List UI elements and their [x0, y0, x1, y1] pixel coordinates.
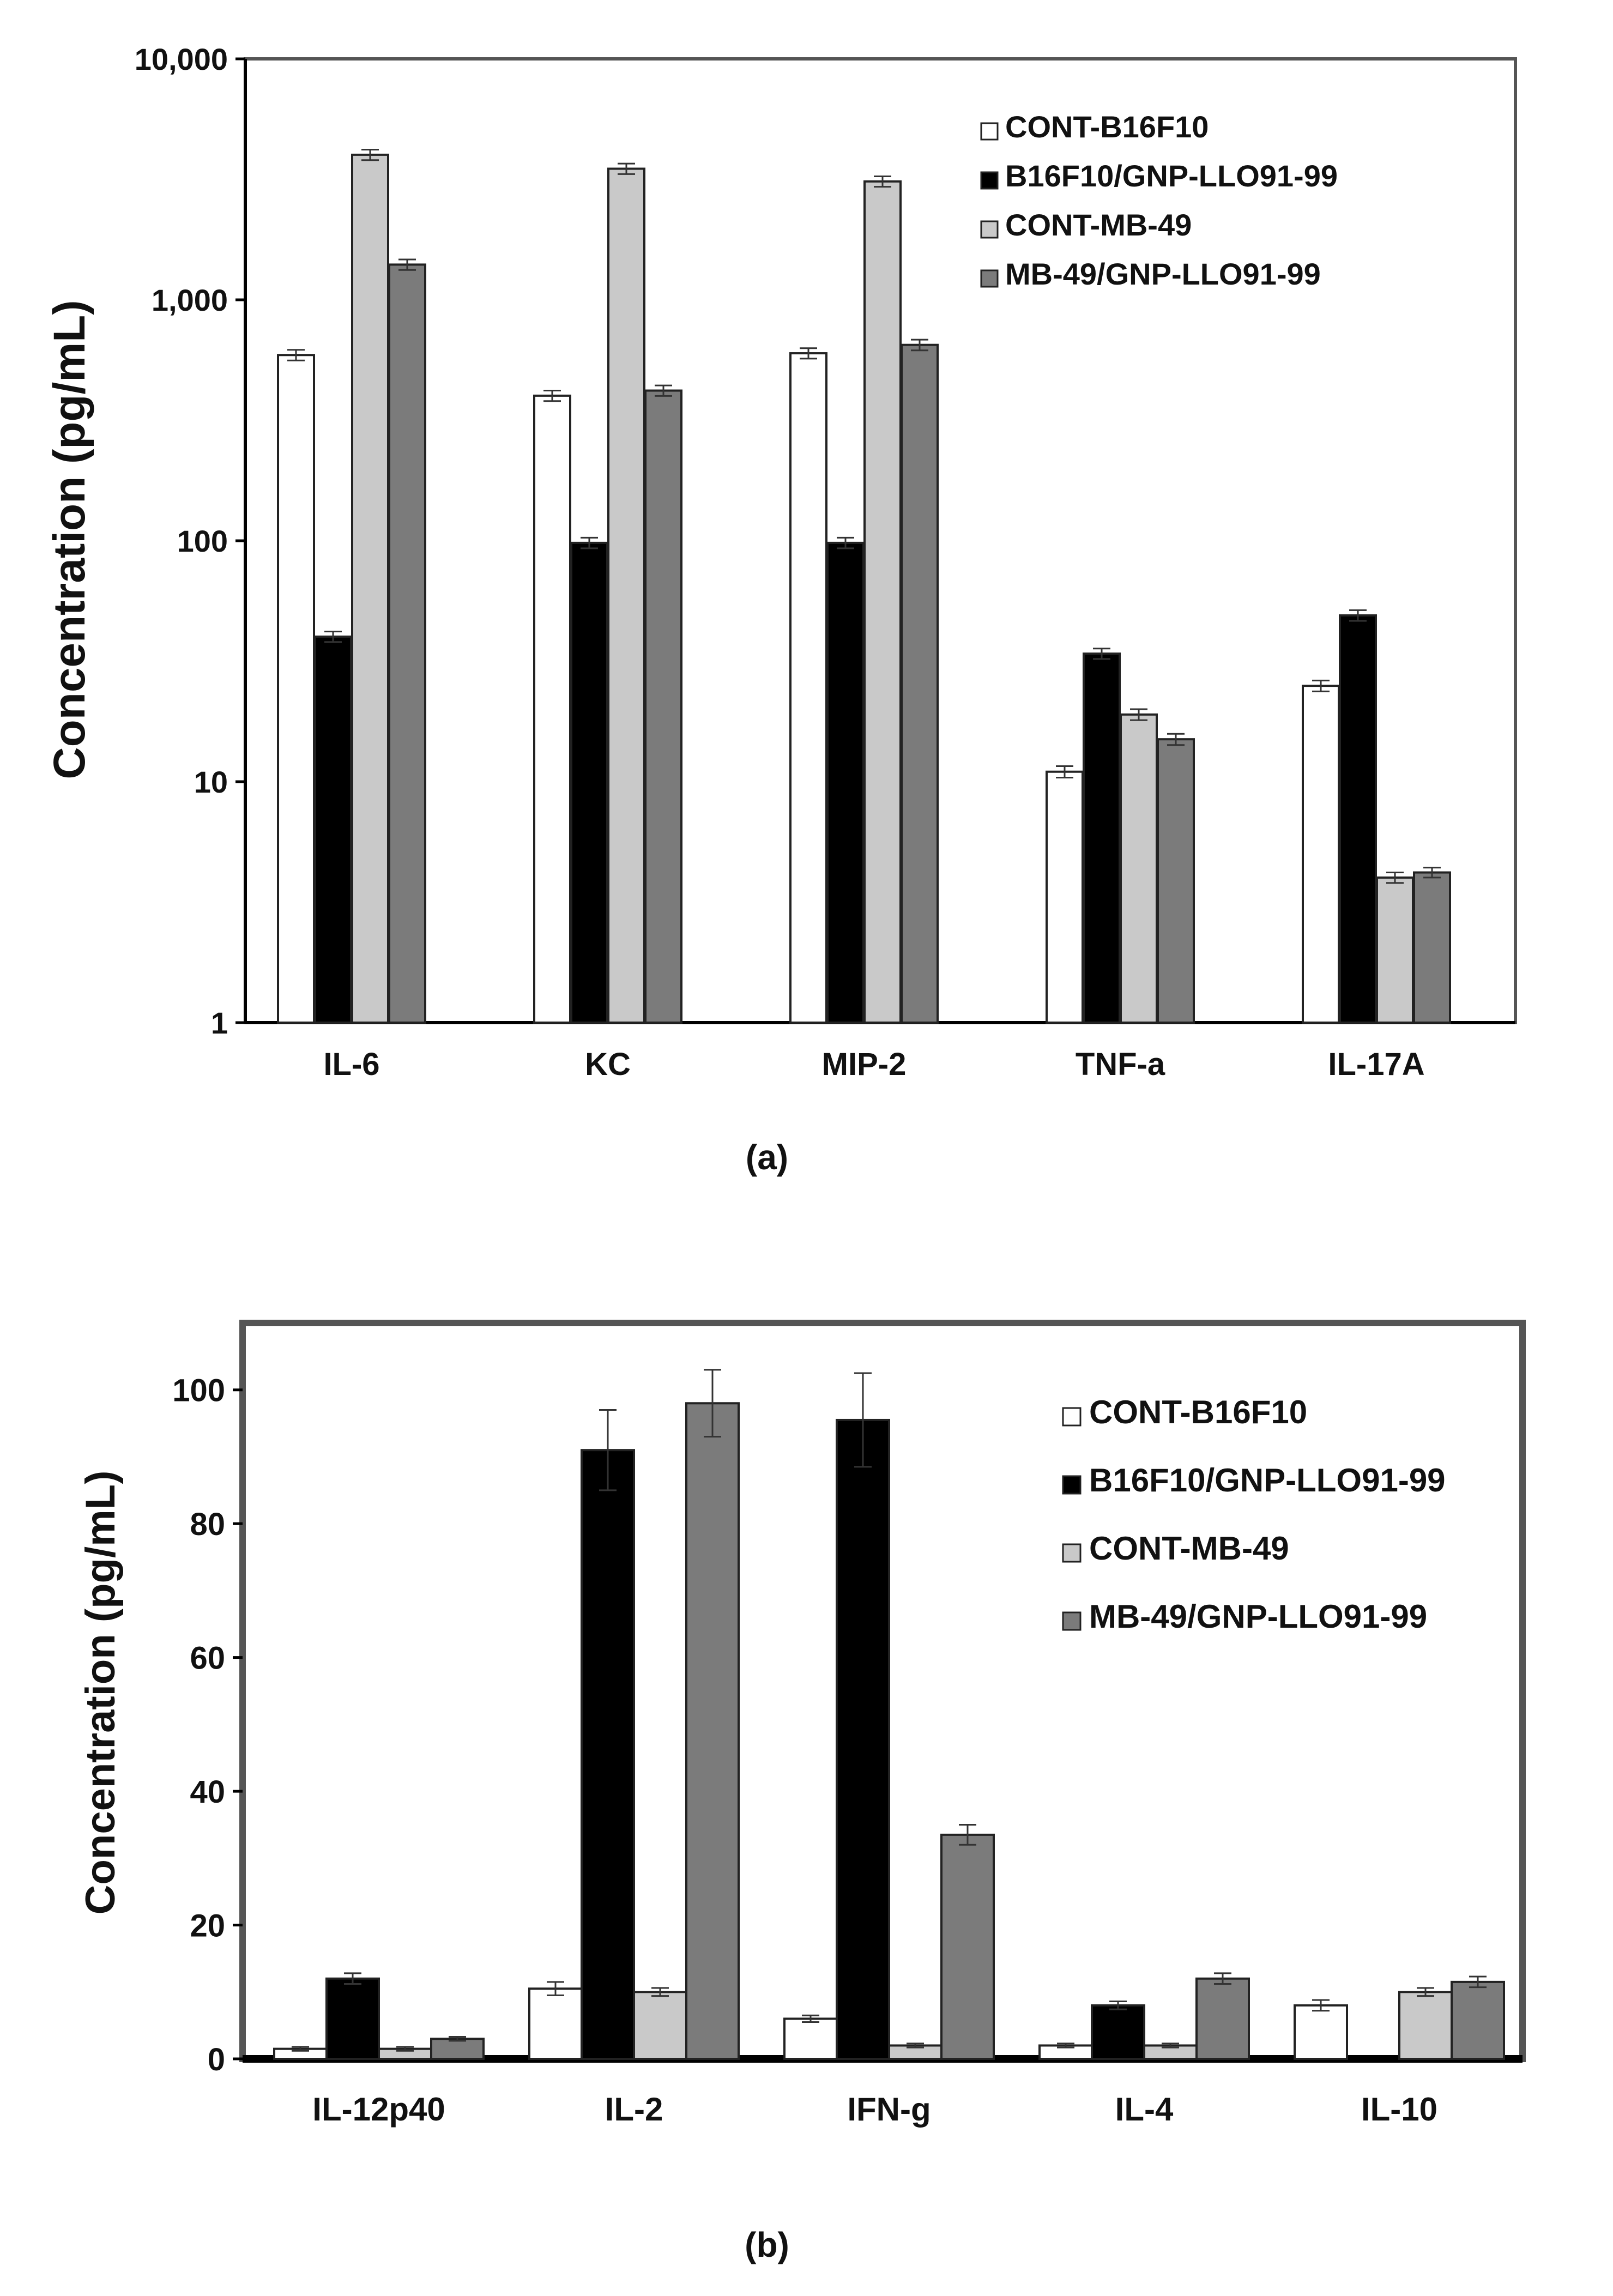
panel-label: (a) — [746, 1138, 788, 1177]
legend-label: CONT-B16F10 — [1005, 110, 1209, 144]
chart-panel-b: 0 20 40 60 80 100 IL-12p40 IL-2 IFN-g IL-4 IL-10 Co… — [77, 1320, 1526, 2264]
y-tick-label: 100 — [177, 524, 228, 558]
bar — [901, 343, 939, 1024]
y-tick-label: 1 — [211, 1006, 228, 1040]
chart-panel-a: 1 10 100 1,000 10,000 IL-6 KC MIP-2 TNF-a IL-17A C… — [45, 42, 1517, 1177]
legend-swatch — [980, 171, 999, 190]
legend-label: CONT-MB-49 — [1089, 1530, 1289, 1567]
bar — [685, 1402, 740, 2060]
y-tick-label: 80 — [190, 1507, 225, 1542]
legend-label: MB-49/GNP-LLO91-99 — [1005, 257, 1321, 291]
y-axis-label: Concentration (pg/mL) — [45, 300, 94, 779]
legend: CONT-B16F10 B16F10/GNP-LLO91-99 CONT-MB-49… — [980, 110, 1338, 291]
x-tick-label: IL-17A — [1328, 1047, 1424, 1082]
bar — [836, 1418, 890, 2060]
panel-label: (b) — [745, 2225, 789, 2264]
x-tick-label: KC — [585, 1047, 631, 1082]
bar — [863, 180, 902, 1024]
x-tick-label: IL-4 — [1115, 2091, 1174, 2128]
bar — [1413, 871, 1451, 1024]
bar — [430, 2038, 485, 2061]
legend-label: MB-49/GNP-LLO91-99 — [1089, 1598, 1427, 1635]
bar — [314, 635, 352, 1024]
y-tick-label: 10,000 — [135, 42, 228, 76]
y-tick-label: 1,000 — [152, 283, 228, 317]
y-tick-label: 0 — [208, 2042, 225, 2077]
bar — [1157, 738, 1195, 1024]
x-tick-label: TNF-a — [1076, 1047, 1165, 1082]
bar — [1339, 614, 1377, 1024]
bar — [1046, 770, 1084, 1024]
legend: CONT-B16F10 B16F10/GNP-LLO91-99 CONT-MB-49… — [1062, 1394, 1446, 1635]
bar — [1302, 685, 1340, 1024]
legend-swatch — [980, 269, 999, 288]
bar — [1398, 1991, 1453, 2060]
y-tick-label: 40 — [190, 1774, 225, 1810]
bar — [325, 1977, 380, 2061]
bar — [644, 389, 682, 1024]
x-tick-label: IL-6 — [323, 1047, 379, 1082]
x-tick-label: IFN-g — [847, 2091, 931, 2128]
y-tick-label: 60 — [190, 1641, 225, 1676]
bar — [1195, 1977, 1250, 2061]
legend-label: B16F10/GNP-LLO91-99 — [1089, 1462, 1446, 1499]
bar — [528, 1987, 583, 2061]
x-tick-label: IL-10 — [1361, 2091, 1437, 2128]
x-tick-label: IL-2 — [605, 2091, 663, 2128]
bar — [1083, 652, 1121, 1024]
legend-label: CONT-MB-49 — [1005, 208, 1192, 242]
legend-swatch — [1062, 1611, 1082, 1631]
bar — [940, 1833, 995, 2060]
legend-label: B16F10/GNP-LLO91-99 — [1005, 159, 1338, 193]
bar — [1091, 2004, 1145, 2060]
y-tick-label: 100 — [172, 1373, 225, 1409]
bar — [570, 541, 608, 1024]
y-tick-label: 10 — [194, 765, 228, 799]
bar — [1451, 1980, 1505, 2060]
bar — [533, 394, 571, 1024]
y-axis-label: Concentration (pg/mL) — [77, 1471, 124, 1915]
legend-swatch — [1062, 1475, 1082, 1495]
bar — [351, 153, 389, 1024]
x-tick-label: MIP-2 — [822, 1047, 907, 1082]
bar — [633, 1991, 687, 2060]
bar — [789, 352, 827, 1024]
bar — [783, 2017, 838, 2060]
legend-swatch — [1062, 1407, 1082, 1427]
legend-swatch — [1062, 1543, 1082, 1563]
legend-label: CONT-B16F10 — [1089, 1394, 1307, 1430]
bar — [1376, 876, 1414, 1024]
bar — [388, 263, 426, 1024]
bar — [1294, 2004, 1348, 2060]
bar — [277, 354, 315, 1024]
bar — [1120, 713, 1158, 1024]
bar — [607, 167, 645, 1024]
x-tick-label: IL-12p40 — [312, 2091, 445, 2128]
bar — [581, 1449, 635, 2061]
legend-swatch — [980, 220, 999, 239]
y-tick-label: 20 — [190, 1908, 225, 1943]
legend-swatch — [980, 122, 999, 141]
bar — [826, 541, 865, 1024]
